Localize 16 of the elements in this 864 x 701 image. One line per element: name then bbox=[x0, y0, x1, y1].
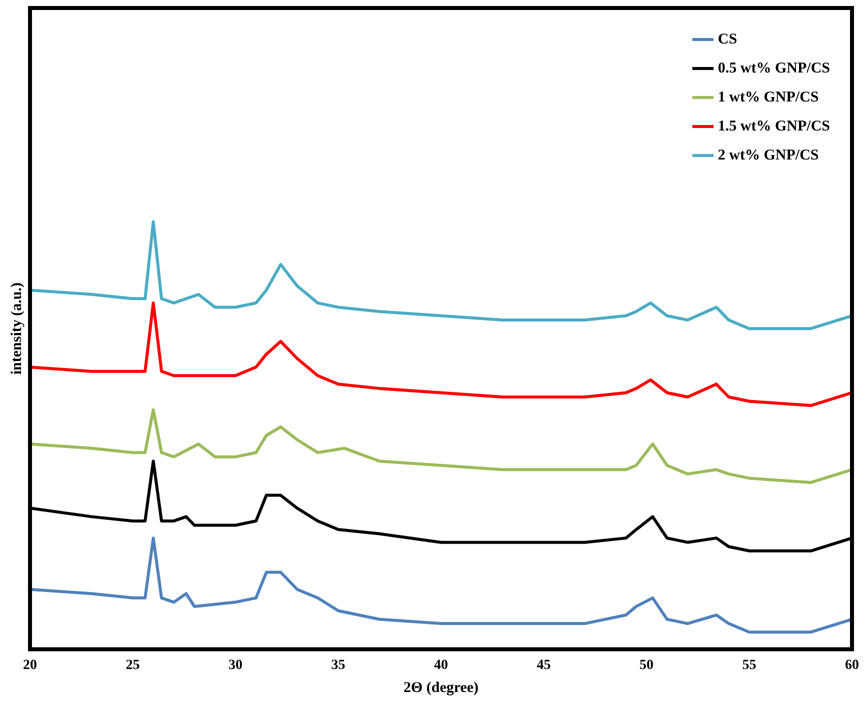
x-tick-label: 55 bbox=[742, 658, 756, 674]
x-axis-title: 2Θ (degree) bbox=[403, 680, 479, 696]
x-tick-label: 50 bbox=[640, 658, 654, 674]
x-tick-label: 25 bbox=[126, 658, 140, 674]
y-axis-title: intensity (a.u.) bbox=[8, 282, 25, 375]
legend-label: CS bbox=[718, 31, 738, 48]
x-tick-label: 45 bbox=[536, 658, 551, 674]
x-tick-label: 30 bbox=[228, 658, 242, 674]
x-tick-label: 35 bbox=[331, 658, 346, 674]
legend-label: 2 wt% GNP/CS bbox=[718, 147, 819, 164]
x-tick-label: 40 bbox=[434, 658, 448, 674]
legend-label: 1.5 wt% GNP/CS bbox=[718, 118, 830, 134]
legend-label: 0.5 wt% GNP/CS bbox=[718, 60, 830, 76]
legend-label: 1 wt% GNP/CS bbox=[718, 89, 819, 106]
x-tick-label: 60 bbox=[845, 658, 859, 674]
x-tick-label: 20 bbox=[23, 658, 37, 674]
